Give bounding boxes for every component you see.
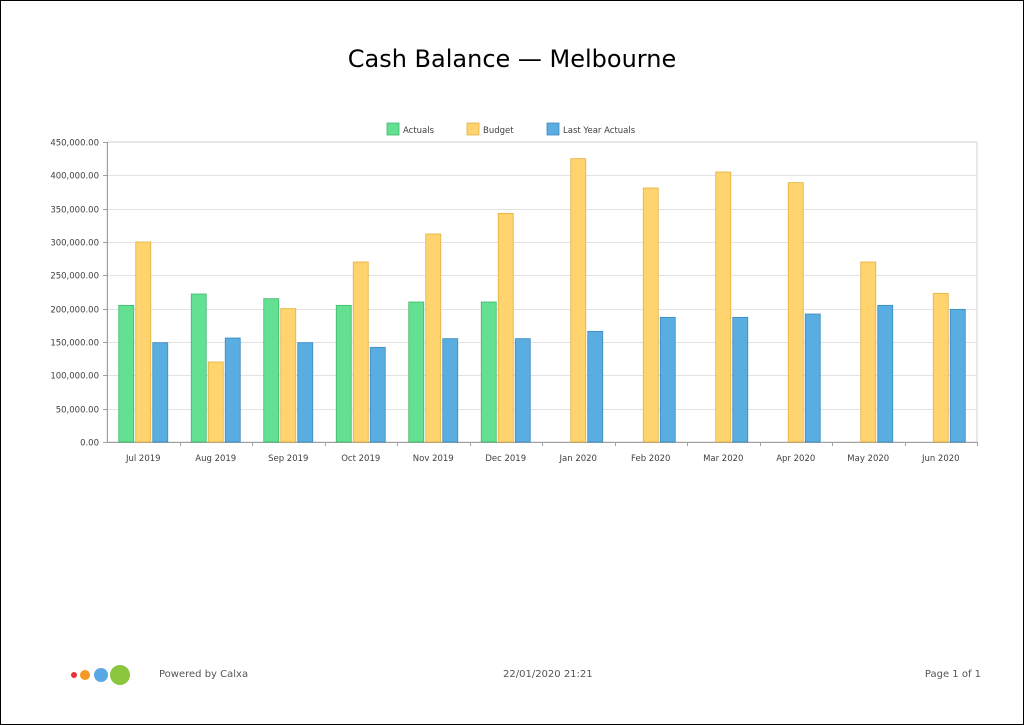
legend-label: Budget (483, 126, 514, 136)
x-tick-label: Mar 2020 (703, 454, 743, 464)
x-tick-label: Sep 2019 (268, 454, 308, 464)
bar-last-year-actuals (949, 308, 966, 443)
y-tick-label: 350,000.00 (50, 206, 99, 216)
bar-budget (497, 212, 514, 443)
bar-budget (787, 182, 804, 443)
logo-dot (71, 672, 77, 678)
bar-budget (280, 308, 297, 443)
x-tick-label: May 2020 (847, 454, 889, 464)
bar-last-year-actuals (369, 346, 386, 443)
bar-actuals (118, 304, 135, 443)
bar-last-year-actuals (659, 316, 676, 443)
y-tick-label: 50,000.00 (56, 406, 99, 416)
logo-dot (110, 665, 130, 685)
x-tick-label: Jan 2020 (559, 454, 597, 464)
x-tick-label: Feb 2020 (631, 454, 670, 464)
bar-last-year-actuals (514, 338, 531, 443)
bar-actuals (190, 293, 207, 443)
bar-actuals (335, 304, 352, 443)
bar-budget (352, 261, 369, 443)
bar-budget (135, 241, 152, 443)
calxa-logo (71, 665, 130, 685)
bar-budget (642, 187, 659, 443)
bar-budget (207, 361, 224, 443)
report-timestamp: 22/01/2020 21:21 (503, 669, 593, 680)
x-tick-label: Jun 2020 (921, 454, 960, 464)
y-tick-label: 300,000.00 (50, 239, 99, 249)
plot-area (106, 141, 978, 443)
bar-budget (932, 292, 949, 443)
x-tick-label: Dec 2019 (485, 454, 526, 464)
bar-budget (425, 233, 442, 443)
legend-swatch (466, 122, 480, 136)
bar-last-year-actuals (442, 338, 459, 443)
x-tick-label: Jul 2019 (125, 454, 161, 464)
bar-actuals (480, 301, 497, 443)
x-tick-label: Apr 2020 (776, 454, 815, 464)
y-tick-label: 450,000.00 (50, 139, 99, 149)
bar-last-year-actuals (297, 342, 314, 443)
x-tick-label: Aug 2019 (195, 454, 236, 464)
legend-label: Actuals (403, 126, 435, 136)
y-tick-label: 0.00 (80, 439, 99, 449)
y-tick-label: 200,000.00 (50, 306, 99, 316)
bar-last-year-actuals (224, 337, 241, 443)
bar-last-year-actuals (877, 304, 894, 443)
logo-dot (80, 670, 90, 680)
bar-budget (570, 158, 587, 443)
bar-actuals (408, 301, 425, 443)
legend-swatch (386, 122, 400, 136)
y-tick-label: 150,000.00 (50, 339, 99, 349)
x-tick-label: Nov 2019 (413, 454, 454, 464)
x-tick-label: Oct 2019 (341, 454, 380, 464)
bar-last-year-actuals (587, 330, 604, 443)
powered-by-text: Powered by Calxa (159, 669, 249, 680)
cash-balance-chart: 0.00 50,000.00 100,000.00 150,000.00 200,000… (50, 122, 978, 464)
page-number: Page 1 of 1 (924, 669, 981, 680)
bar-last-year-actuals (152, 342, 169, 443)
bar-budget (715, 171, 732, 443)
logo-dot (94, 668, 108, 682)
bar-last-year-actuals (804, 313, 821, 443)
y-tick-label: 250,000.00 (50, 272, 99, 282)
legend-label: Last Year Actuals (563, 126, 636, 136)
legend-swatch (546, 122, 560, 136)
bar-budget (860, 261, 877, 443)
bar-last-year-actuals (732, 316, 749, 443)
bar-actuals (263, 298, 280, 443)
y-tick-label: 100,000.00 (50, 372, 99, 382)
report-title: Cash Balance — Melbourne (347, 45, 677, 73)
y-tick-label: 400,000.00 (50, 172, 99, 182)
